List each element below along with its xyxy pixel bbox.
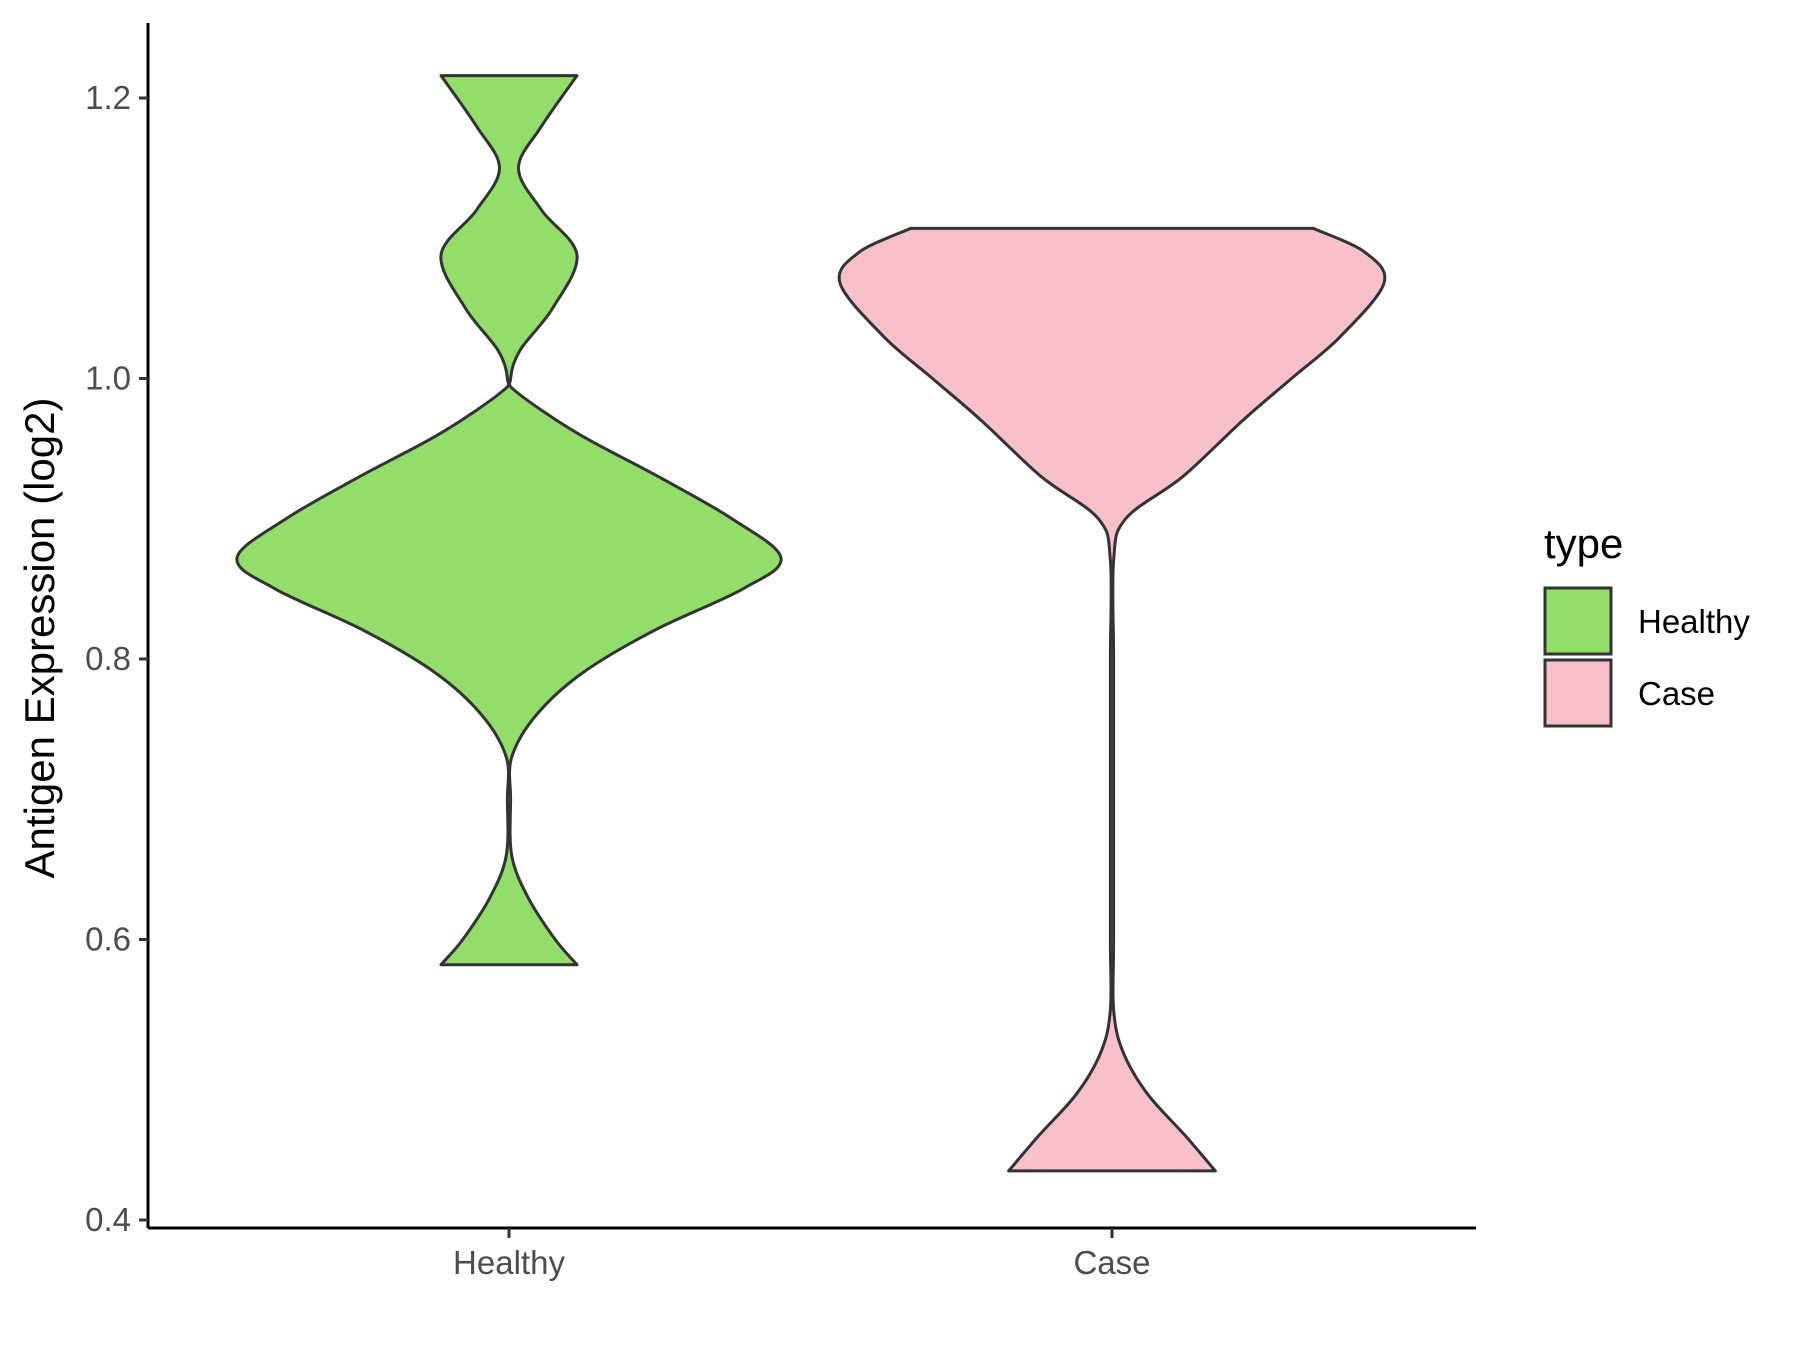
legend-swatch-healthy	[1543, 586, 1613, 656]
violins-group	[235, 74, 1387, 1173]
legend: type Healthy Case	[1543, 520, 1750, 728]
y-axis-ticks: 0.4 0.6 0.8 1.0 1.2	[85, 79, 148, 1238]
x-axis-ticks: Healthy Case	[453, 1228, 1151, 1281]
y-tick-label: 0.4	[85, 1201, 131, 1238]
x-tick-label: Case	[1073, 1244, 1150, 1281]
legend-swatch-case	[1543, 658, 1613, 728]
y-tick-label: 1.0	[85, 360, 131, 397]
legend-items: Healthy Case	[1543, 586, 1750, 728]
violin-healthy	[235, 74, 783, 967]
violin-case	[837, 226, 1387, 1173]
y-tick-label: 0.8	[85, 640, 131, 677]
x-tick-label: Healthy	[453, 1244, 565, 1281]
legend-title: type	[1544, 520, 1623, 567]
legend-label-case: Case	[1638, 675, 1715, 712]
y-axis-title: Antigen Expression (log2)	[16, 398, 63, 879]
y-tick-label: 1.2	[85, 79, 131, 116]
legend-label-healthy: Healthy	[1638, 603, 1750, 640]
y-tick-label: 0.6	[85, 921, 131, 958]
